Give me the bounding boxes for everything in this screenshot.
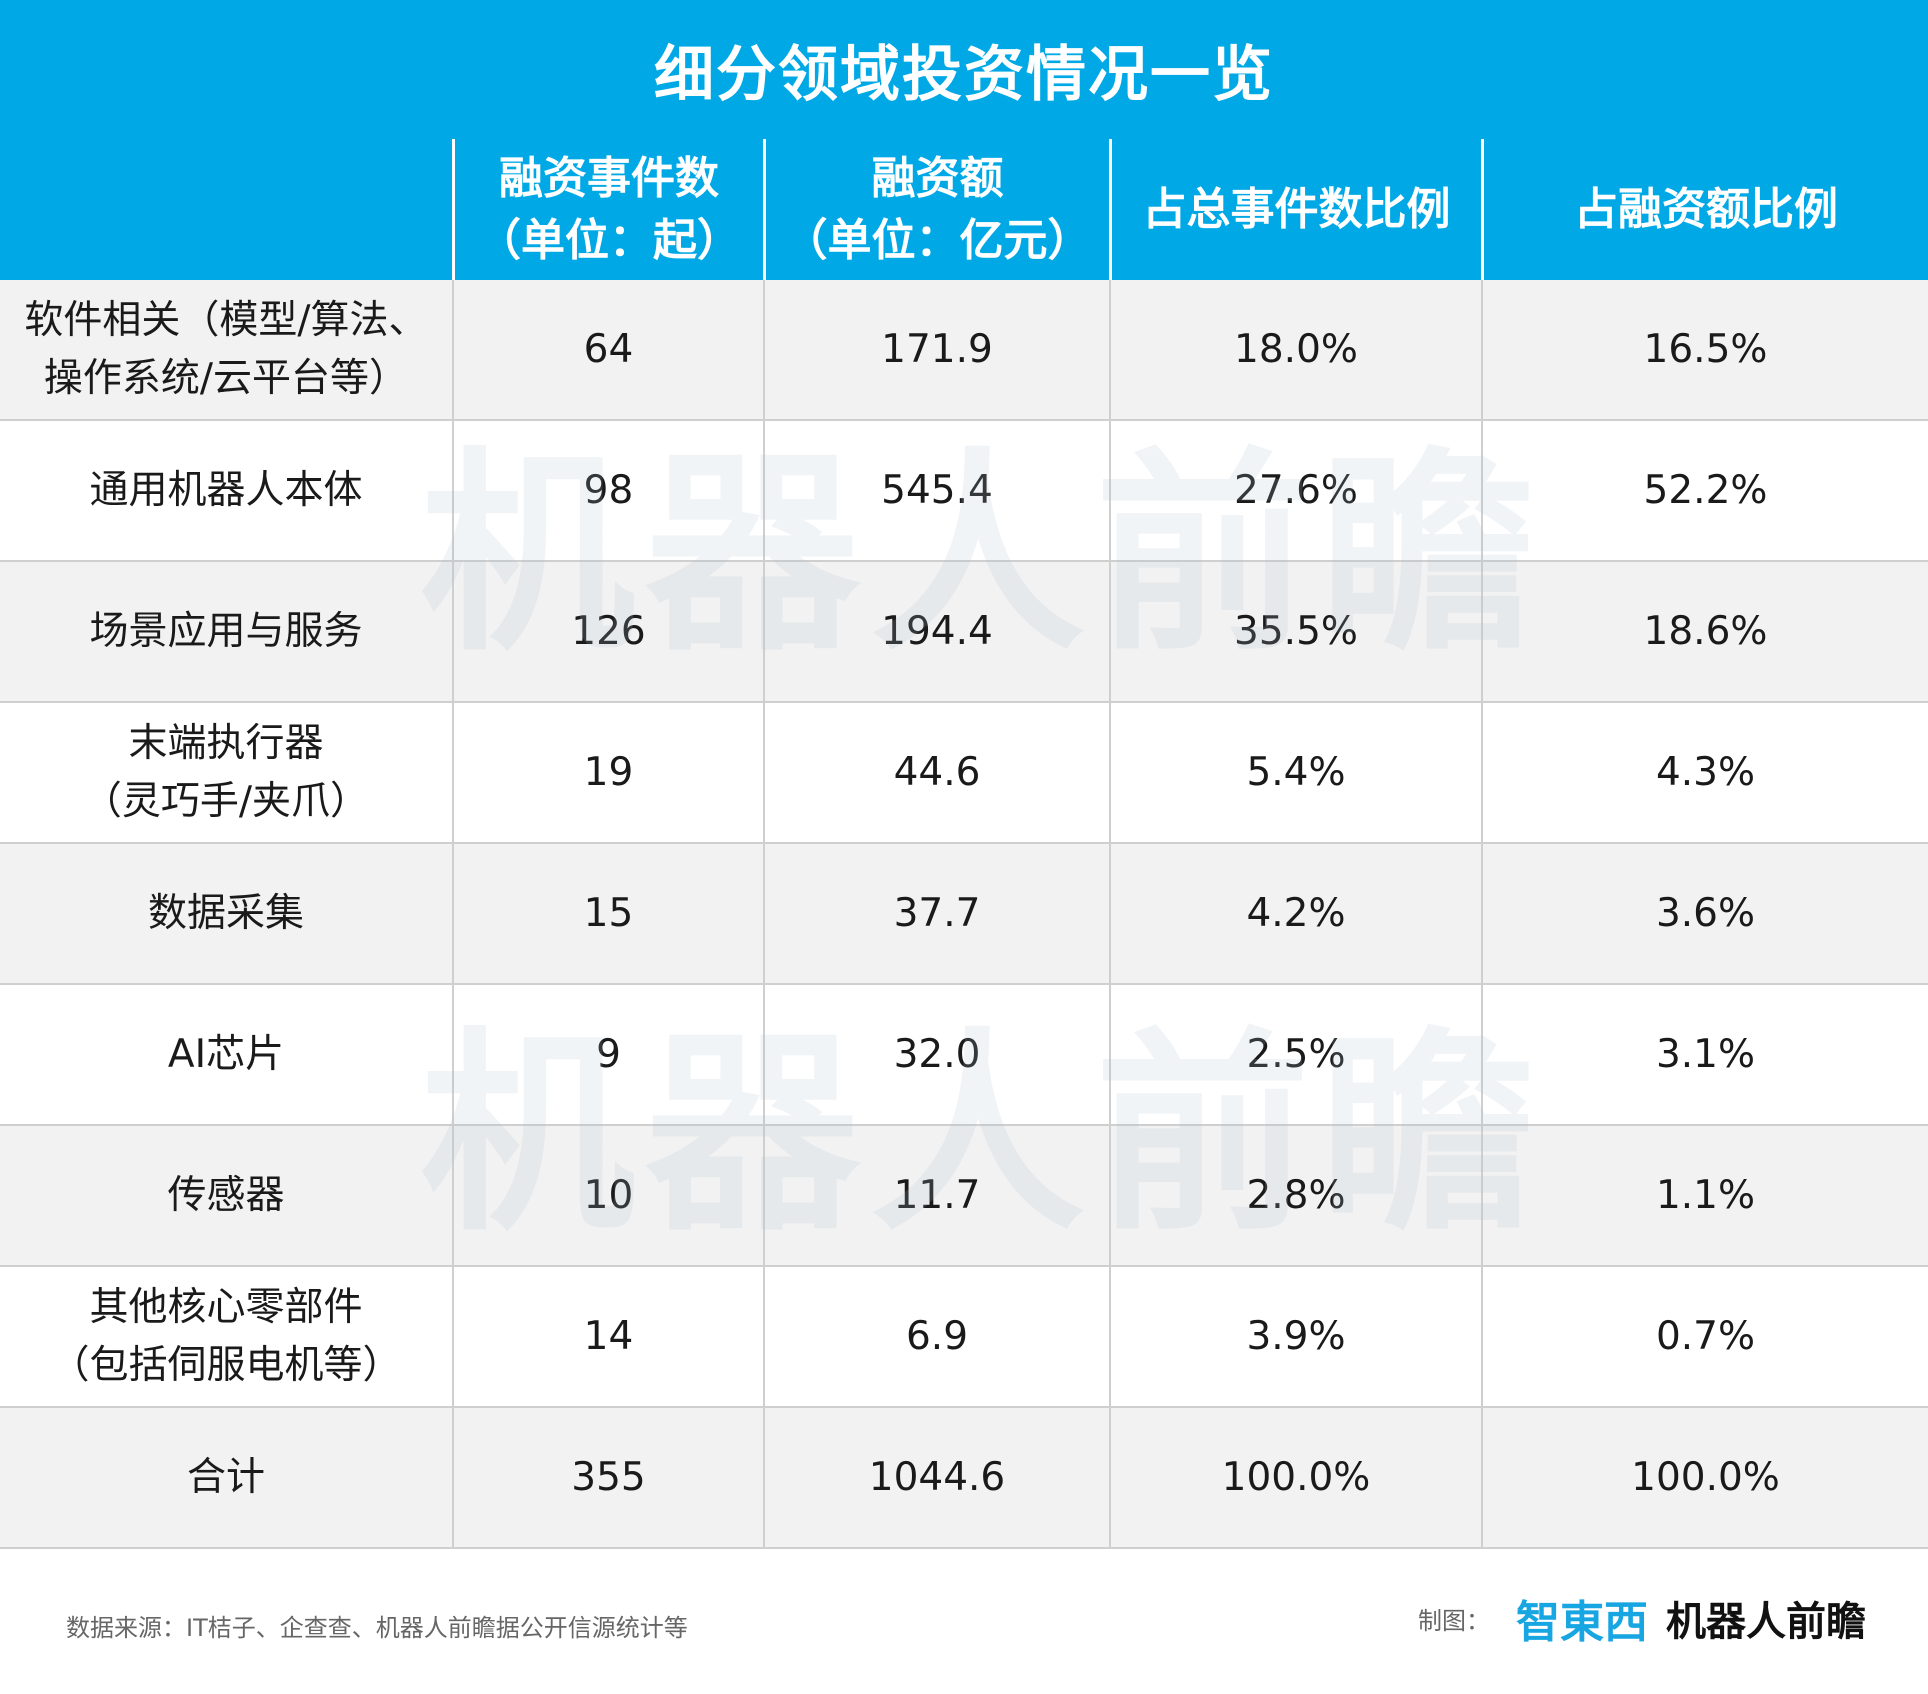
- category-label-line: （灵巧手/夹爪）: [82, 778, 370, 824]
- table-body: 软件相关（模型/算法、 操作系统/云平台等） 64 171.9 18.0% 16.5% 通用…: [0, 280, 1928, 1549]
- table-row: 合计 355 1044.6 100.0% 100.0%: [0, 1408, 1928, 1549]
- event-share-cell: 27.6%: [1109, 421, 1481, 560]
- event-share-cell: 35.5%: [1109, 562, 1481, 701]
- events-cell: 14: [452, 1267, 763, 1406]
- table-row: AI芯片 9 32.0 2.5% 3.1%: [0, 985, 1928, 1126]
- amount-share-cell: 1.1%: [1481, 1126, 1928, 1265]
- category-label-line: 软件相关（模型/算法、: [24, 297, 428, 343]
- category-cell: 通用机器人本体: [0, 421, 452, 560]
- header-cell-category: [0, 139, 452, 280]
- amount-cell: 171.9: [763, 280, 1109, 419]
- amount-share-cell: 18.6%: [1481, 562, 1928, 701]
- category-label-line: 数据采集: [147, 890, 304, 936]
- header-line: 占总事件数比例: [1142, 183, 1451, 235]
- category-label-line: （包括伺服电机等）: [50, 1342, 402, 1388]
- category-label-line: 传感器: [167, 1172, 285, 1218]
- category-cell: 合计: [0, 1408, 452, 1547]
- category-label-line: 其他核心零部件: [89, 1284, 363, 1330]
- header-line: 占融资额比例: [1574, 183, 1838, 235]
- amount-share-cell: 4.3%: [1481, 703, 1928, 842]
- header-line: （单位：亿元）: [783, 214, 1092, 266]
- amount-cell: 194.4: [763, 562, 1109, 701]
- table-row: 软件相关（模型/算法、 操作系统/云平台等） 64 171.9 18.0% 16.5%: [0, 280, 1928, 421]
- category-cell: 其他核心零部件 （包括伺服电机等）: [0, 1267, 452, 1406]
- table-title-text: 细分领域投资情况一览: [654, 40, 1274, 110]
- table-header-row: 融资事件数 （单位：起） 融资额 （单位：亿元） 占总事件数比例 占融资额比例: [0, 139, 1928, 280]
- amount-cell: 37.7: [763, 844, 1109, 983]
- category-label-line: 操作系统/云平台等）: [43, 355, 409, 401]
- category-label-line: 合计: [186, 1454, 265, 1500]
- table-row: 数据采集 15 37.7 4.2% 3.6%: [0, 844, 1928, 985]
- category-cell: 传感器: [0, 1126, 452, 1265]
- credit-label: 制图：: [1418, 1606, 1490, 1635]
- amount-share-cell: 52.2%: [1481, 421, 1928, 560]
- category-label-line: 场景应用与服务: [89, 608, 363, 654]
- category-label-line: AI芯片: [167, 1031, 285, 1077]
- amount-share-cell: 16.5%: [1481, 280, 1928, 419]
- header-line: 融资额: [871, 152, 1004, 204]
- table-row: 场景应用与服务 126 194.4 35.5% 18.6%: [0, 562, 1928, 703]
- header-cell-events: 融资事件数 （单位：起）: [452, 139, 763, 280]
- robot-qianzhan-logo: 机器人前瞻: [1666, 1599, 1866, 1645]
- event-share-cell: 18.0%: [1109, 280, 1481, 419]
- event-share-cell: 2.8%: [1109, 1126, 1481, 1265]
- footer: 数据来源：IT桔子、企查查、机器人前瞻据公开信源统计等 制图： 智東西 机器人前…: [0, 1550, 1928, 1694]
- events-cell: 15: [452, 844, 763, 983]
- events-cell: 9: [452, 985, 763, 1124]
- amount-cell: 6.9: [763, 1267, 1109, 1406]
- events-cell: 355: [452, 1408, 763, 1547]
- amount-share-cell: 100.0%: [1481, 1408, 1928, 1547]
- category-cell: AI芯片: [0, 985, 452, 1124]
- table-row: 其他核心零部件 （包括伺服电机等） 14 6.9 3.9% 0.7%: [0, 1267, 1928, 1408]
- amount-cell: 11.7: [763, 1126, 1109, 1265]
- event-share-cell: 100.0%: [1109, 1408, 1481, 1547]
- amount-cell: 1044.6: [763, 1408, 1109, 1547]
- amount-share-cell: 0.7%: [1481, 1267, 1928, 1406]
- event-share-cell: 4.2%: [1109, 844, 1481, 983]
- events-cell: 10: [452, 1126, 763, 1265]
- category-cell: 末端执行器 （灵巧手/夹爪）: [0, 703, 452, 842]
- chart-credit: 制图： 智東西 机器人前瞻: [1418, 1588, 1866, 1648]
- table-row: 通用机器人本体 98 545.4 27.6% 52.2%: [0, 421, 1928, 562]
- events-cell: 126: [452, 562, 763, 701]
- category-cell: 软件相关（模型/算法、 操作系统/云平台等）: [0, 280, 452, 419]
- amount-cell: 32.0: [763, 985, 1109, 1124]
- header-line: 融资事件数: [499, 152, 719, 204]
- amount-cell: 545.4: [763, 421, 1109, 560]
- event-share-cell: 5.4%: [1109, 703, 1481, 842]
- table-title: 细分领域投资情况一览: [0, 0, 1928, 139]
- events-cell: 19: [452, 703, 763, 842]
- table-row: 末端执行器 （灵巧手/夹爪） 19 44.6 5.4% 4.3%: [0, 703, 1928, 844]
- zhidx-logo: 智東西: [1516, 1597, 1648, 1648]
- header-cell-amount-share: 占融资额比例: [1481, 139, 1928, 280]
- data-source-note: 数据来源：IT桔子、企查查、机器人前瞻据公开信源统计等: [66, 1614, 688, 1642]
- events-cell: 64: [452, 280, 763, 419]
- category-cell: 数据采集: [0, 844, 452, 983]
- header-line: （单位：起）: [477, 214, 741, 266]
- category-label-line: 通用机器人本体: [89, 467, 363, 513]
- amount-share-cell: 3.1%: [1481, 985, 1928, 1124]
- amount-share-cell: 3.6%: [1481, 844, 1928, 983]
- category-label-line: 末端执行器: [128, 720, 324, 766]
- event-share-cell: 2.5%: [1109, 985, 1481, 1124]
- amount-cell: 44.6: [763, 703, 1109, 842]
- category-cell: 场景应用与服务: [0, 562, 452, 701]
- header-cell-amount: 融资额 （单位：亿元）: [763, 139, 1109, 280]
- events-cell: 98: [452, 421, 763, 560]
- table-row: 传感器 10 11.7 2.8% 1.1%: [0, 1126, 1928, 1267]
- event-share-cell: 3.9%: [1109, 1267, 1481, 1406]
- header-cell-event-share: 占总事件数比例: [1109, 139, 1481, 280]
